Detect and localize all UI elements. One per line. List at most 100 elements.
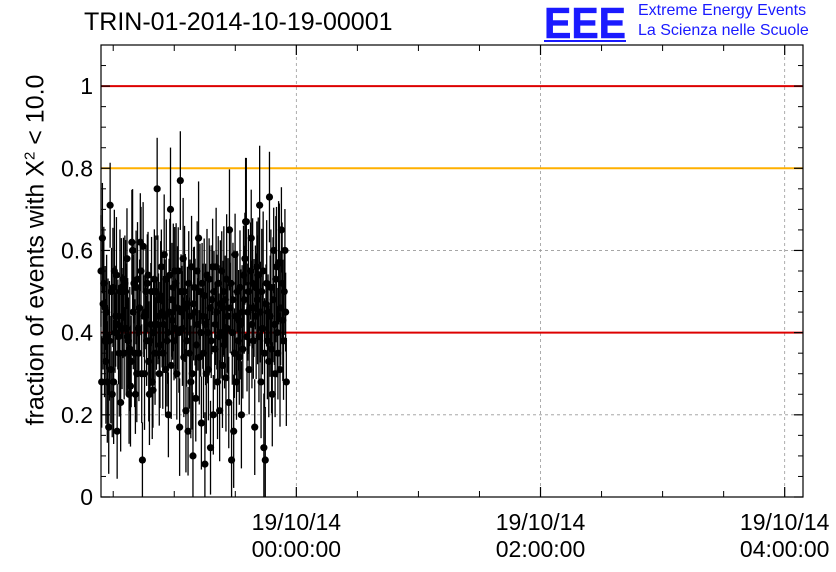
data-point: [112, 271, 121, 279]
data-point: [164, 411, 172, 419]
data-point: [240, 296, 248, 304]
data-point: [205, 275, 213, 283]
data-point: [197, 419, 205, 427]
data-point: [166, 205, 175, 213]
data-point: [223, 324, 231, 333]
y-tick-label: 0: [80, 484, 93, 510]
data-point: [157, 263, 165, 271]
data-point: [98, 378, 106, 386]
data-point: [128, 246, 137, 255]
data-point: [245, 366, 253, 374]
data-point: [131, 390, 139, 398]
data-point: [105, 337, 114, 345]
data-point: [277, 226, 286, 234]
data-point: [268, 390, 276, 398]
data-point: [257, 378, 265, 386]
data-point: [261, 456, 269, 464]
x-tick-label-time: 02:00:00: [496, 536, 586, 562]
data-point: [153, 185, 161, 193]
data-point: [225, 398, 233, 407]
data-point: [113, 427, 121, 435]
y-tick-label: 0.6: [61, 237, 93, 263]
x-tick-label-date: 19/10/14: [252, 509, 342, 535]
data-point: [259, 267, 267, 275]
y-tick-label: 0.2: [61, 402, 93, 428]
data-point: [230, 427, 238, 435]
data-point: [251, 423, 259, 431]
data-point: [260, 349, 269, 357]
data-point: [282, 378, 290, 386]
data-point: [192, 394, 200, 402]
data-point: [126, 382, 135, 390]
data-point: [105, 423, 113, 431]
data-point: [176, 177, 184, 185]
data-point: [143, 279, 151, 287]
data-point: [184, 427, 192, 435]
data-point: [155, 370, 163, 378]
tick-labels: 00.20.40.60.8119/10/1400:00:0019/10/1402…: [61, 73, 830, 562]
logo-letters: EEE: [544, 2, 626, 42]
data-point: [176, 423, 184, 431]
data-point: [222, 374, 230, 382]
data-point: [276, 366, 284, 374]
data-point: [239, 345, 247, 353]
data-point: [241, 255, 249, 263]
data-point: [110, 378, 118, 386]
data-point: [139, 242, 147, 250]
x-tick-label-time: 04:00:00: [740, 536, 830, 562]
y-axis-label-prefix: fraction of events with X: [21, 160, 50, 426]
y-axis-label-superscript: 2: [21, 151, 39, 161]
data-point: [242, 218, 250, 226]
data-point: [206, 444, 215, 452]
data-point: [272, 275, 280, 283]
data-point: [201, 460, 209, 468]
data-point: [183, 337, 191, 345]
data-point: [108, 390, 116, 398]
data-point: [98, 234, 107, 242]
data-point: [123, 255, 131, 263]
data-point: [260, 444, 268, 452]
y-axis-label-text: fraction of events with X2 < 10.0: [21, 75, 50, 426]
data-point: [187, 378, 195, 386]
data-point: [265, 193, 274, 201]
x-tick-label-date: 19/10/14: [740, 509, 830, 535]
x-tick-label-date: 19/10/14: [496, 509, 586, 535]
data-point: [247, 234, 255, 242]
data-point: [117, 398, 125, 407]
data-point: [106, 201, 114, 209]
data-series: [97, 131, 290, 497]
y-axis-label-suffix: < 10.0: [21, 74, 50, 152]
data-point: [188, 370, 196, 378]
data-point: [209, 411, 217, 419]
data-point: [167, 361, 175, 370]
data-point: [216, 407, 224, 415]
data-point: [258, 287, 266, 296]
data-point: [135, 349, 143, 357]
data-point: [225, 226, 234, 234]
data-point: [249, 337, 257, 345]
logo-line-2: La Scienza nelle Scuole: [638, 22, 809, 39]
data-point: [273, 329, 281, 337]
data-point: [189, 452, 197, 460]
data-point: [282, 308, 290, 316]
data-point: [229, 296, 237, 304]
data-point: [281, 246, 289, 255]
data-point: [280, 287, 288, 296]
data-point: [138, 456, 147, 464]
logo-underline: [544, 40, 626, 42]
y-tick-label: 1: [80, 73, 93, 99]
data-point: [180, 287, 189, 296]
data-point: [237, 411, 245, 419]
eee-logo: EEE: [544, 2, 626, 42]
data-point: [256, 201, 264, 209]
chart-title: TRIN-01-2014-10-19-00001: [84, 8, 393, 36]
y-tick-label: 0.8: [61, 155, 93, 181]
data-point: [174, 267, 182, 275]
axis-ticks: [101, 45, 803, 498]
data-point: [194, 234, 203, 242]
logo-line-1: Extreme Energy Events: [638, 2, 807, 19]
y-tick-label: 0.4: [61, 320, 93, 346]
data-point: [144, 271, 152, 279]
data-point: [207, 337, 215, 345]
